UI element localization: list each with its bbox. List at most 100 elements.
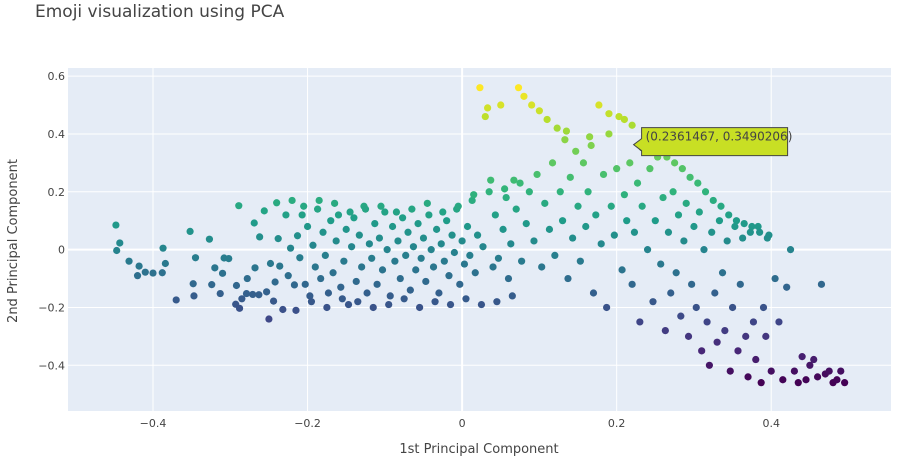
data-point[interactable]	[159, 244, 167, 252]
data-point[interactable]	[493, 298, 501, 306]
data-point[interactable]	[274, 235, 282, 243]
data-point[interactable]	[728, 303, 737, 312]
data-point[interactable]	[186, 227, 194, 236]
data-point[interactable]	[667, 289, 675, 297]
data-point[interactable]	[695, 208, 703, 216]
data-point[interactable]	[669, 188, 677, 196]
data-point[interactable]	[392, 208, 401, 216]
data-point[interactable]	[190, 292, 198, 300]
data-point[interactable]	[256, 233, 264, 241]
data-point[interactable]	[458, 237, 466, 245]
data-point[interactable]	[440, 257, 448, 265]
data-point[interactable]	[718, 269, 727, 277]
data-point[interactable]	[703, 318, 711, 326]
data-point[interactable]	[535, 107, 543, 115]
data-point[interactable]	[433, 225, 441, 233]
data-point[interactable]	[306, 292, 314, 300]
data-point[interactable]	[135, 262, 143, 270]
data-point[interactable]	[161, 259, 169, 268]
data-point[interactable]	[323, 303, 331, 312]
data-point[interactable]	[672, 269, 680, 277]
data-point[interactable]	[717, 202, 725, 210]
data-point[interactable]	[636, 318, 644, 326]
data-point[interactable]	[191, 254, 200, 262]
data-point[interactable]	[740, 219, 748, 228]
data-point[interactable]	[208, 281, 216, 289]
data-point[interactable]	[125, 257, 133, 265]
data-point[interactable]	[584, 188, 592, 196]
data-point[interactable]	[243, 274, 251, 283]
data-point[interactable]	[422, 277, 430, 286]
data-point[interactable]	[518, 257, 526, 265]
data-point[interactable]	[485, 188, 493, 196]
data-point[interactable]	[314, 205, 322, 213]
data-point[interactable]	[661, 327, 669, 335]
data-point[interactable]	[657, 260, 665, 268]
data-point[interactable]	[242, 289, 251, 298]
data-point[interactable]	[303, 222, 312, 231]
data-point[interactable]	[443, 217, 451, 225]
data-point[interactable]	[802, 376, 810, 384]
data-point[interactable]	[232, 281, 241, 290]
data-point[interactable]	[309, 241, 317, 249]
data-point[interactable]	[825, 367, 833, 375]
data-point[interactable]	[473, 231, 482, 239]
data-point[interactable]	[752, 355, 760, 364]
data-point[interactable]	[445, 272, 453, 280]
data-point[interactable]	[538, 263, 546, 271]
data-point[interactable]	[317, 274, 325, 283]
data-point[interactable]	[342, 225, 350, 233]
data-point[interactable]	[783, 283, 791, 291]
data-point[interactable]	[623, 217, 631, 225]
data-point[interactable]	[692, 303, 700, 312]
data-point[interactable]	[732, 217, 741, 225]
data-point[interactable]	[429, 263, 438, 271]
data-point[interactable]	[564, 274, 572, 283]
data-point[interactable]	[354, 298, 362, 306]
data-point[interactable]	[671, 159, 679, 167]
data-point[interactable]	[574, 202, 582, 210]
data-point[interactable]	[189, 280, 197, 288]
data-point[interactable]	[628, 280, 636, 288]
data-point[interactable]	[250, 219, 258, 227]
data-point[interactable]	[408, 205, 416, 213]
data-point[interactable]	[775, 318, 783, 326]
data-point[interactable]	[739, 234, 747, 242]
data-point[interactable]	[462, 295, 470, 303]
data-point[interactable]	[263, 288, 271, 296]
data-point[interactable]	[516, 179, 524, 187]
data-point[interactable]	[618, 266, 626, 274]
data-point[interactable]	[269, 297, 278, 305]
data-point[interactable]	[556, 188, 564, 196]
data-point[interactable]	[311, 263, 319, 271]
data-point[interactable]	[479, 243, 487, 251]
data-point[interactable]	[701, 188, 710, 196]
data-point[interactable]	[597, 240, 605, 248]
data-point[interactable]	[569, 234, 577, 242]
data-point[interactable]	[211, 264, 219, 272]
data-point[interactable]	[723, 237, 731, 245]
data-point[interactable]	[116, 239, 124, 247]
data-point[interactable]	[558, 217, 567, 225]
data-point[interactable]	[301, 280, 309, 288]
data-point[interactable]	[684, 332, 693, 340]
data-point[interactable]	[329, 269, 337, 277]
data-point[interactable]	[561, 136, 569, 144]
data-point[interactable]	[499, 225, 507, 233]
data-point[interactable]	[510, 176, 518, 184]
data-point[interactable]	[512, 205, 520, 213]
data-point[interactable]	[721, 327, 729, 335]
data-point[interactable]	[427, 246, 435, 254]
data-point[interactable]	[528, 101, 536, 109]
data-point[interactable]	[501, 185, 509, 193]
data-point[interactable]	[327, 217, 335, 225]
data-point[interactable]	[386, 292, 394, 300]
data-point[interactable]	[630, 228, 639, 236]
data-point[interactable]	[113, 246, 121, 255]
data-point[interactable]	[837, 367, 845, 375]
data-point[interactable]	[205, 235, 214, 243]
data-point[interactable]	[726, 367, 734, 375]
data-point[interactable]	[315, 196, 323, 205]
data-point[interactable]	[307, 298, 316, 306]
data-point[interactable]	[337, 283, 345, 291]
